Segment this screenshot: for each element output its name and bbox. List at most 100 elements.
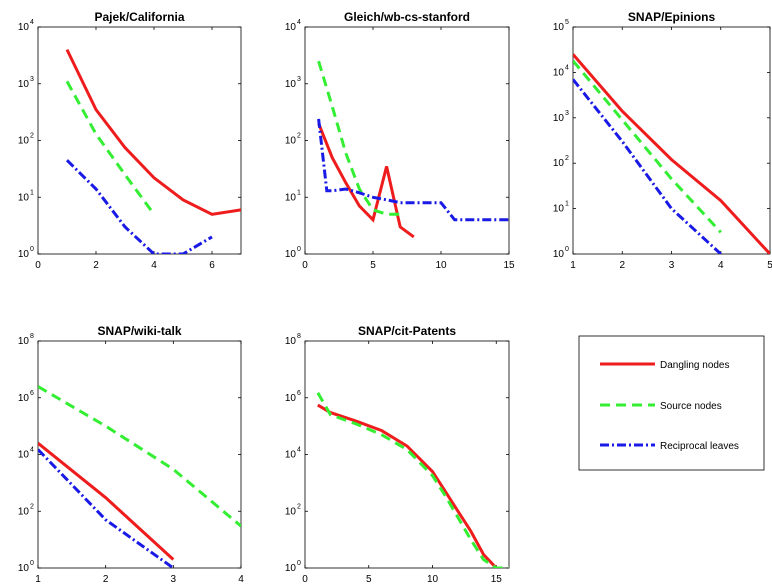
legend-label-source: Source nodes bbox=[660, 401, 722, 412]
x-tick-label: 0 bbox=[35, 260, 41, 271]
y-tick-exponent: 2 bbox=[297, 503, 301, 510]
chart-title: Gleich/wb-cs-stanford bbox=[344, 10, 470, 24]
y-tick-exponent: 1 bbox=[297, 189, 301, 196]
legend: Dangling nodes Source nodes Reciprocal lea… bbox=[578, 335, 765, 471]
y-tick-label: 10 bbox=[285, 393, 297, 404]
y-tick-exponent: 3 bbox=[565, 110, 569, 117]
y-tick-label: 10 bbox=[553, 113, 565, 124]
y-tick-exponent: 2 bbox=[565, 155, 569, 162]
y-tick-label: 10 bbox=[285, 506, 297, 517]
y-tick-exponent: 5 bbox=[565, 19, 569, 26]
y-tick-exponent: 4 bbox=[565, 64, 569, 71]
x-tick-label: 4 bbox=[151, 260, 157, 271]
axes-box bbox=[37, 340, 242, 569]
series-line-reciprocal bbox=[573, 78, 722, 254]
series-line-reciprocal bbox=[65, 159, 213, 254]
chart-title: Pajek/California bbox=[94, 10, 184, 24]
y-tick-exponent: 2 bbox=[30, 503, 34, 510]
chart-title: SNAP/wiki-talk bbox=[97, 324, 181, 338]
y-tick-label: 10 bbox=[18, 506, 30, 517]
series-line-dangling bbox=[573, 53, 770, 254]
y-tick-label: 10 bbox=[285, 249, 297, 260]
series-line-source bbox=[65, 80, 156, 216]
chart-title: SNAP/Epinions bbox=[628, 10, 716, 24]
y-tick-label: 10 bbox=[18, 249, 30, 260]
series-line-dangling bbox=[317, 122, 415, 239]
x-tick-label: 5 bbox=[767, 260, 772, 271]
y-tick-label: 10 bbox=[18, 22, 30, 33]
x-tick-label: 0 bbox=[302, 574, 308, 585]
y-tick-exponent: 4 bbox=[297, 447, 301, 454]
y-tick-exponent: 0 bbox=[30, 246, 34, 253]
y-tick-exponent: 3 bbox=[297, 76, 301, 83]
legend-box bbox=[578, 335, 765, 471]
x-tick-label: 3 bbox=[171, 574, 177, 585]
x-tick-label: 15 bbox=[503, 260, 515, 271]
x-tick-label: 4 bbox=[238, 574, 244, 585]
y-tick-exponent: 0 bbox=[297, 246, 301, 253]
y-tick-label: 10 bbox=[18, 563, 30, 574]
legend-label-dangling: Dangling nodes bbox=[660, 360, 730, 371]
y-tick-exponent: 4 bbox=[30, 447, 34, 454]
y-tick-label: 10 bbox=[285, 450, 297, 461]
y-tick-label: 10 bbox=[18, 79, 30, 90]
chart-title: SNAP/cit-Patents bbox=[358, 324, 456, 338]
y-tick-exponent: 8 bbox=[297, 333, 301, 340]
x-tick-label: 6 bbox=[209, 260, 215, 271]
series-line-dangling bbox=[317, 403, 498, 568]
axes-box bbox=[304, 340, 510, 569]
axes-box bbox=[37, 26, 242, 255]
y-tick-label: 10 bbox=[285, 79, 297, 90]
y-tick-exponent: 0 bbox=[565, 246, 569, 253]
y-tick-label: 10 bbox=[553, 67, 565, 78]
y-tick-label: 10 bbox=[18, 336, 30, 347]
y-tick-exponent: 4 bbox=[297, 19, 301, 26]
series-line-source bbox=[316, 392, 509, 568]
x-tick-label: 2 bbox=[93, 260, 99, 271]
x-tick-label: 2 bbox=[103, 574, 109, 585]
x-tick-label: 5 bbox=[366, 574, 372, 585]
x-tick-label: 1 bbox=[570, 260, 576, 271]
y-tick-exponent: 0 bbox=[297, 560, 301, 567]
x-tick-label: 1 bbox=[35, 574, 41, 585]
y-tick-exponent: 2 bbox=[30, 133, 34, 140]
y-tick-label: 10 bbox=[285, 563, 297, 574]
series-line-source bbox=[38, 385, 241, 528]
x-tick-label: 3 bbox=[669, 260, 675, 271]
y-tick-label: 10 bbox=[285, 136, 297, 147]
y-tick-exponent: 6 bbox=[297, 390, 301, 397]
y-tick-exponent: 4 bbox=[30, 19, 34, 26]
x-tick-label: 4 bbox=[718, 260, 724, 271]
y-tick-exponent: 0 bbox=[30, 560, 34, 567]
y-tick-label: 10 bbox=[285, 192, 297, 203]
series-line-dangling bbox=[38, 442, 175, 561]
series-line-source bbox=[317, 60, 401, 216]
y-tick-label: 10 bbox=[18, 450, 30, 461]
series-line-source bbox=[573, 59, 722, 234]
y-tick-label: 10 bbox=[553, 249, 565, 260]
y-tick-label: 10 bbox=[285, 336, 297, 347]
y-tick-label: 10 bbox=[553, 22, 565, 33]
x-tick-label: 0 bbox=[302, 260, 308, 271]
series-line-reciprocal bbox=[317, 118, 509, 222]
y-tick-exponent: 6 bbox=[30, 390, 34, 397]
y-tick-label: 10 bbox=[285, 22, 297, 33]
legend-label-reciprocal: Reciprocal leaves bbox=[660, 441, 739, 452]
y-tick-label: 10 bbox=[18, 393, 30, 404]
y-tick-label: 10 bbox=[18, 136, 30, 147]
x-tick-label: 10 bbox=[427, 574, 439, 585]
y-tick-label: 10 bbox=[553, 204, 565, 215]
y-tick-exponent: 8 bbox=[30, 333, 34, 340]
x-tick-label: 2 bbox=[619, 260, 625, 271]
x-tick-label: 5 bbox=[370, 260, 376, 271]
x-tick-label: 10 bbox=[435, 260, 447, 271]
series-line-dangling bbox=[65, 48, 241, 216]
x-tick-label: 15 bbox=[491, 574, 503, 585]
y-tick-exponent: 1 bbox=[30, 189, 34, 196]
